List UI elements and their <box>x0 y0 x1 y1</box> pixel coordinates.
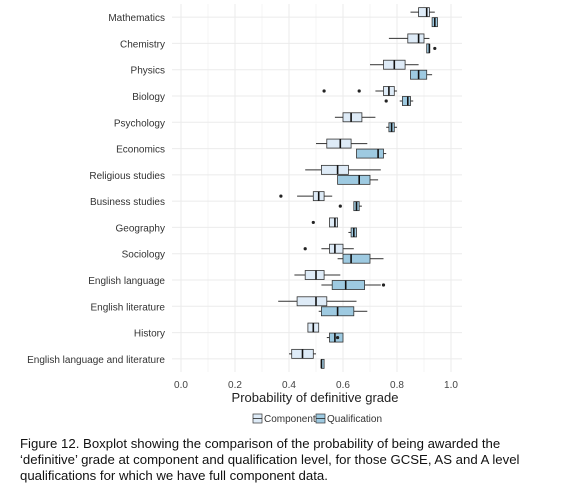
outlier-point <box>433 46 437 51</box>
category-labels: Mathematics Chemistry Physics Biology Psycho… <box>27 13 165 366</box>
box-component-history <box>307 322 320 333</box>
box-iqr <box>331 280 366 290</box>
box-qualification-english-literature <box>318 306 368 317</box>
box-qualification-english-language-and-literature <box>320 358 325 369</box>
x-tick-label: 1.0 <box>444 380 458 391</box>
box-component-mathematics <box>410 7 435 18</box>
category-label-psychology: Psychology <box>114 118 165 129</box>
box-qualification-sociology <box>337 253 384 264</box>
x-axis-title: Probability of definitive grade <box>232 390 399 405</box>
box-qualification-geography <box>348 227 357 238</box>
category-label-english-language: English language <box>88 276 165 287</box>
box-component-psychology <box>334 112 376 123</box>
outlier-point <box>311 220 315 225</box>
outlier-point <box>384 99 388 103</box>
category-label-geography: Geography <box>116 223 165 234</box>
box-iqr <box>296 296 328 307</box>
box-qualification-mathematics <box>431 17 438 28</box>
box-qualification-physics <box>410 69 433 80</box>
box-component-english-literature <box>278 296 357 307</box>
box-layer <box>278 7 438 369</box>
box-component-religious-studies <box>305 164 381 175</box>
x-tick-label: 0.8 <box>390 380 404 391</box>
box-iqr <box>337 174 371 185</box>
outlier-point <box>381 283 386 287</box>
box-qualification-english-language <box>321 280 386 290</box>
x-tick-label: 0.2 <box>228 380 242 391</box>
x-tick-label: 0.6 <box>336 380 350 391</box>
x-tick-labels: 0.0 0.2 0.4 0.6 0.8 1.0 <box>174 380 458 391</box>
legend-item-qualification: Qualification <box>315 413 382 425</box>
box-component-chemistry <box>388 33 430 44</box>
box-iqr <box>342 253 371 264</box>
box-iqr <box>342 112 363 123</box>
box-component-business-studies <box>279 191 333 202</box>
outlier-point <box>303 247 307 251</box>
x-tick-label: 0.4 <box>282 380 296 391</box>
box-component-economics <box>316 138 368 149</box>
box-qualification-economics <box>356 148 387 159</box>
grid-layer <box>172 4 462 372</box>
legend-label: Component <box>264 414 316 425</box>
category-label-physics: Physics <box>131 66 165 77</box>
legend-label: Qualification <box>327 414 382 425</box>
category-label-chemistry: Chemistry <box>120 39 165 50</box>
figure-caption: Figure 12. Boxplot showing the compariso… <box>20 436 520 483</box>
box-component-sociology <box>303 243 354 254</box>
box-iqr <box>329 243 344 254</box>
category-label-history: History <box>134 329 165 340</box>
boxplot-chart: Mathematics Chemistry Physics Biology Psycho… <box>27 4 462 425</box>
box-iqr <box>418 7 430 18</box>
category-label-religious-studies: Religious studies <box>89 171 165 182</box>
box-component-geography <box>311 217 339 228</box>
box-component-english-language <box>294 270 341 280</box>
category-label-biology: Biology <box>132 92 165 103</box>
category-label-english-language-and-literature: English language and literature <box>27 355 165 366</box>
box-iqr <box>407 33 425 44</box>
box-qualification-religious-studies <box>337 174 379 185</box>
box-qualification-biology <box>384 96 414 106</box>
category-label-english-literature: English literature <box>91 302 166 313</box>
box-iqr <box>304 270 325 280</box>
box-component-biology <box>322 86 397 96</box>
box-component-physics <box>370 59 419 70</box>
outlier-point <box>322 89 326 93</box>
box-iqr <box>356 148 384 159</box>
legend-item-component: Component <box>252 413 316 425</box>
box-qualification-business-studies <box>338 201 362 212</box>
box-iqr <box>320 164 349 175</box>
outlier-point <box>357 89 361 93</box>
box-qualification-chemistry <box>426 43 437 54</box>
category-label-mathematics: Mathematics <box>108 13 165 24</box>
category-label-sociology: Sociology <box>122 250 165 261</box>
category-label-business-studies: Business studies <box>90 197 165 208</box>
box-component-english-language-and-literature <box>289 348 316 359</box>
legend: Component Qualification <box>252 413 382 425</box>
box-iqr <box>401 96 411 106</box>
box-iqr <box>326 138 352 149</box>
outlier-point <box>279 194 283 198</box>
box-qualification-psychology <box>386 122 397 133</box>
box-qualification-history <box>326 332 344 343</box>
x-tick-label: 0.0 <box>174 380 188 391</box>
box-iqr <box>329 217 339 228</box>
category-label-economics: Economics <box>116 145 165 156</box>
outlier-point <box>338 204 342 208</box>
outlier-point <box>336 335 340 340</box>
